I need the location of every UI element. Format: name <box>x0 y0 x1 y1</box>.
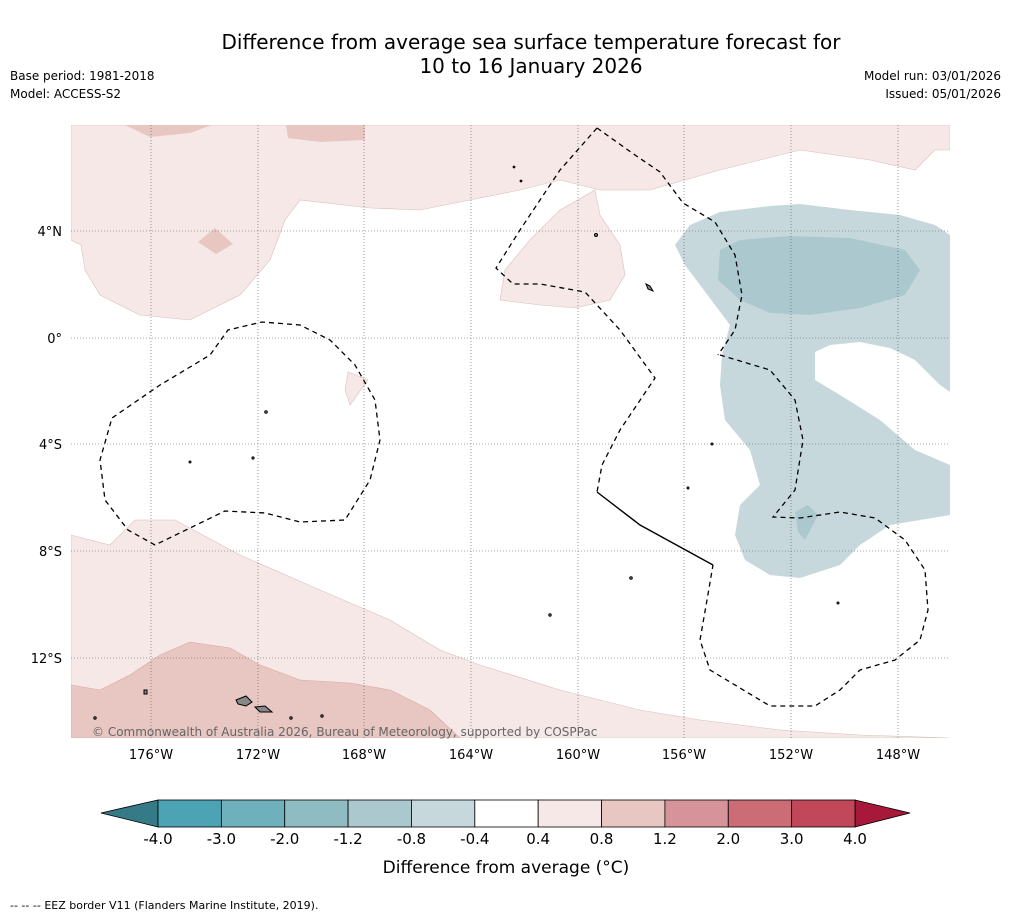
longitude-labels: 176°W 172°W 168°W 164°W 160°W 156°W 152°… <box>129 748 920 763</box>
map-title: Difference from average sea surface temp… <box>0 30 1011 78</box>
colorbar-tick-label: -2.0 <box>270 830 299 848</box>
colorbar-segment <box>284 799 349 828</box>
warm-anomaly-north <box>71 125 950 321</box>
island-dot-2 <box>264 410 268 414</box>
island-dot-1 <box>594 233 598 237</box>
lat-label: 0° <box>47 332 62 347</box>
island-small-1 <box>143 689 148 695</box>
island-small-2 <box>645 282 655 293</box>
lat-label: 8°S <box>39 545 62 560</box>
island-dot-8 <box>686 486 690 490</box>
copyright-notice: © Commonwealth of Australia 2026, Bureau… <box>92 725 597 739</box>
title-line-1: Difference from average sea surface temp… <box>221 30 841 54</box>
cool-anomaly-core <box>718 236 920 315</box>
colorbar-low-extend <box>100 799 159 828</box>
warm-anomaly-small-patch <box>198 228 233 254</box>
title-line-2: 10 to 16 January 2026 <box>419 54 643 78</box>
colorbar-tick-label: -3.0 <box>207 830 236 848</box>
island-dot-10 <box>289 716 293 720</box>
colorbar: -4.0 -3.0 -2.0 -1.2 -0.8 -0.4 0.4 0.8 1.2 2.0 3.0 4… <box>100 799 911 878</box>
metadata-right: Model run: 03/01/2026 Issued: 05/01/2026 <box>864 67 1001 103</box>
colorbar-tick-label: 0.4 <box>526 830 550 848</box>
colorbar-segments <box>157 799 856 828</box>
lat-label: 12°S <box>31 652 62 667</box>
model-run: Model run: 03/01/2026 <box>863 69 1001 83</box>
island-dot-14 <box>519 179 523 183</box>
island-dot-6 <box>629 576 633 580</box>
colorbar-segment <box>474 799 539 828</box>
colorbar-segment <box>220 799 286 828</box>
island-dot-12 <box>93 716 97 720</box>
colorbar-segment <box>791 799 856 828</box>
colorbar-tick-label: 1.2 <box>653 830 677 848</box>
eez-border-central <box>596 127 743 356</box>
warm-anomaly-central <box>499 189 626 309</box>
lon-label: 172°W <box>236 748 280 763</box>
island-savaii <box>235 695 253 707</box>
warm-anomaly-north-patch-1 <box>125 125 212 137</box>
island-dot-13 <box>512 165 516 169</box>
lon-label: 176°W <box>129 748 173 763</box>
warm-anomaly-south-strong <box>71 641 461 738</box>
lat-label: 4°N <box>38 225 63 240</box>
lon-label: 156°W <box>662 748 706 763</box>
island-upolu <box>253 705 274 713</box>
model-name: Model: ACCESS-S2 <box>10 87 122 101</box>
colorbar-segment <box>664 799 729 828</box>
metadata-left: Base period: 1981-2018 Model: ACCESS-S2 <box>10 67 155 103</box>
issued-date: Issued: 05/01/2026 <box>885 87 1001 101</box>
eez-legend-text: EEZ border V11 (Flanders Marine Institut… <box>44 899 319 912</box>
island-dot-5 <box>548 613 552 617</box>
colorbar-tick-label: -4.0 <box>143 830 172 848</box>
eez-legend-symbol: -- -- -- <box>10 899 41 912</box>
colorbar-segment <box>727 799 793 828</box>
lon-label: 152°W <box>769 748 813 763</box>
colorbar-segment <box>601 799 666 828</box>
anomaly-field <box>71 125 950 738</box>
islands <box>93 165 840 720</box>
island-dot-11 <box>320 714 324 718</box>
warm-anomaly-tiny <box>344 371 369 406</box>
cool-anomaly-small <box>795 505 818 540</box>
base-period: Base period: 1981-2018 <box>10 69 155 83</box>
island-dot-4 <box>188 460 192 464</box>
island-dot-9 <box>836 601 840 605</box>
island-dot-7 <box>710 442 714 446</box>
colorbar-segment <box>537 799 602 828</box>
eez-border-solid <box>596 491 714 566</box>
latitude-labels: 4°N 0° 4°S 8°S 12°S <box>31 225 62 667</box>
lat-label: 4°S <box>39 438 62 453</box>
eez-border-east <box>699 354 929 707</box>
graticule <box>71 125 950 738</box>
colorbar-ticks: -4.0 -3.0 -2.0 -1.2 -0.8 -0.4 0.4 0.8 1.2 2.0 3.0 4… <box>143 830 867 848</box>
colorbar-segment <box>411 799 476 828</box>
colorbar-segment <box>347 799 412 828</box>
colorbar-tick-label: -0.8 <box>397 830 426 848</box>
colorbar-tick-label: 3.0 <box>780 830 804 848</box>
colorbar-tick-label: 4.0 <box>843 830 867 848</box>
colorbar-high-extend <box>854 799 911 828</box>
eez-borders <box>99 127 929 707</box>
eez-border-central-2 <box>495 127 656 493</box>
colorbar-label: Difference from average (°C) <box>383 858 630 878</box>
lon-label: 160°W <box>556 748 600 763</box>
colorbar-tick-label: -1.2 <box>333 830 362 848</box>
eez-legend: -- -- -- EEZ border V11 (Flanders Marine… <box>10 899 318 912</box>
lon-label: 164°W <box>449 748 493 763</box>
lon-label: 168°W <box>342 748 386 763</box>
colorbar-tick-label: -0.4 <box>460 830 489 848</box>
colorbar-tick-label: 2.0 <box>716 830 740 848</box>
eez-border-kiribati-phoenix <box>99 321 381 546</box>
warm-anomaly-north-patch-2 <box>286 125 365 142</box>
lon-label: 148°W <box>876 748 920 763</box>
island-dot-3 <box>251 456 255 460</box>
colorbar-tick-label: 0.8 <box>590 830 614 848</box>
colorbar-segment <box>157 799 222 828</box>
